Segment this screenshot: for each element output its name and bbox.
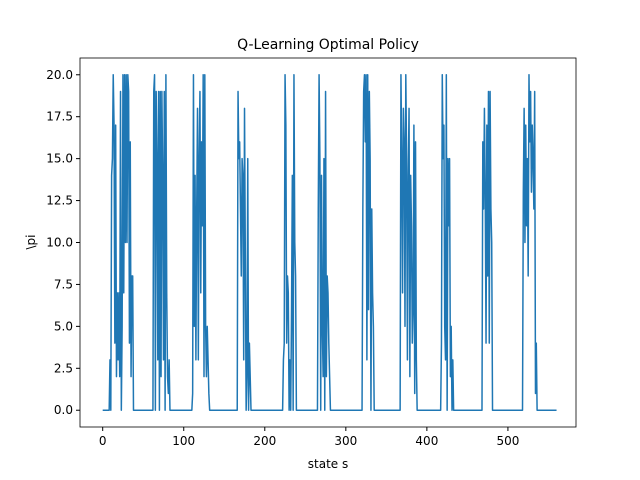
y-tick-label: 10.0: [46, 236, 73, 250]
x-axis-label: state s: [308, 457, 348, 471]
y-tick-label: 5.0: [54, 319, 73, 333]
line-series: [102, 74, 557, 411]
y-tick-label: 0.0: [54, 403, 73, 417]
x-tick-label: 0: [99, 434, 107, 448]
y-tick-label: 7.5: [54, 277, 73, 291]
x-tick-label: 300: [334, 434, 357, 448]
chart-title: Q-Learning Optimal Policy: [237, 37, 419, 53]
plot-frame: [79, 57, 577, 428]
x-tick-label: 100: [172, 434, 195, 448]
x-tick-label: 200: [253, 434, 276, 448]
y-tick-label: 2.5: [54, 361, 73, 375]
y-axis-label: \pi: [24, 235, 38, 250]
y-tick-label: 20.0: [46, 68, 73, 82]
y-tick-label: 12.5: [46, 194, 73, 208]
y-tick-label: 15.0: [46, 152, 73, 166]
x-tick-label: 400: [415, 434, 438, 448]
y-tick-label: 17.5: [46, 110, 73, 124]
x-tick-label: 500: [496, 434, 519, 448]
